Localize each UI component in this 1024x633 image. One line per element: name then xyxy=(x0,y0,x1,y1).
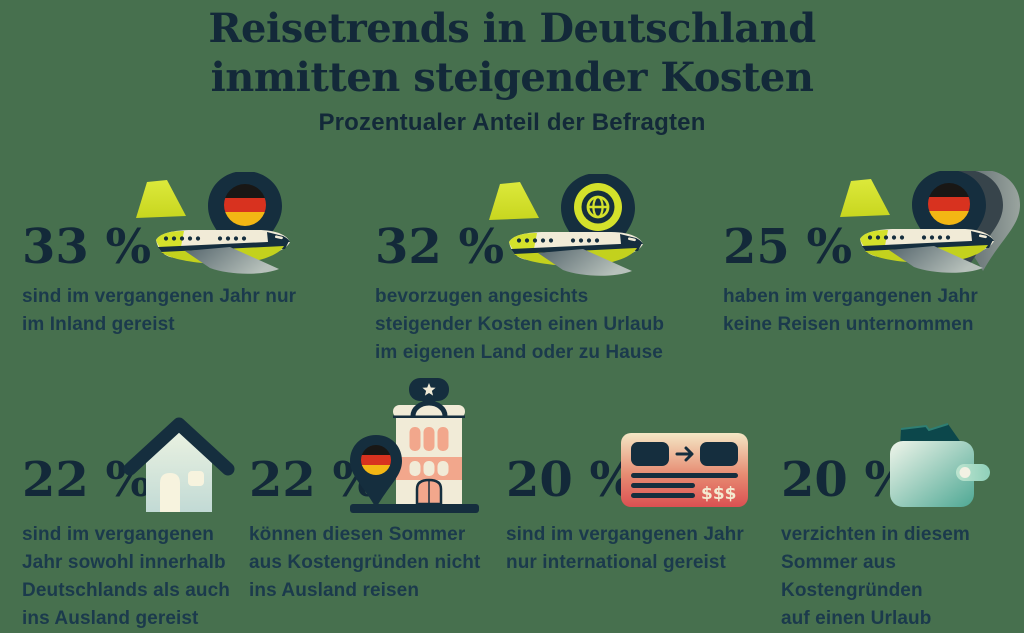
ticket-dollars-label: $$$ xyxy=(701,484,737,504)
airplane-germany-pin-stack-icon xyxy=(840,171,1020,273)
stat-caption-inland-only: sind im vergangenen Jahr nur im Inland ge… xyxy=(22,286,297,335)
stat-caption-no-travel: haben im vergangenen Jahr keine Reisen un… xyxy=(723,286,978,335)
stat-caption-cannot-go-abroad: können diesen Sommer aus Kostengründen ni… xyxy=(249,524,481,601)
airplane-globe-pin-icon xyxy=(489,174,643,276)
page-title-line1: Reisetrends in Deutschland xyxy=(208,5,816,52)
page-subtitle: Prozentualer Anteil der Befragten xyxy=(318,109,706,136)
house-icon xyxy=(123,417,235,512)
stat-caption-domestic-and-abroad: sind im vergangenen Jahr sowohl innerhalb… xyxy=(22,524,231,629)
stat-value-international-only: 20 % xyxy=(506,452,636,508)
stat-value-no-travel: 25 % xyxy=(723,219,853,275)
stat-value-prefer-home: 32 % xyxy=(375,219,505,275)
page-title-line2: inmitten steigender Kosten xyxy=(210,54,814,101)
page-title: Reisetrends in Deutschland inmitten steig… xyxy=(0,4,1024,102)
wallet-icon xyxy=(890,423,990,507)
stat-caption-prefer-home: bevorzugen angesichts steigender Kosten e… xyxy=(375,286,665,363)
airplane-germany-pin-icon xyxy=(136,172,290,274)
stat-caption-skip-vacation: verzichten in diesem Sommer aus Kostengrü… xyxy=(781,524,970,629)
stat-value-skip-vacation: 20 % xyxy=(781,452,911,508)
hotel-germany-pin-icon xyxy=(350,378,479,513)
stat-caption-international-only: sind im vergangenen Jahr nur internationa… xyxy=(506,524,744,573)
ticket-icon: $$$ xyxy=(621,433,748,507)
stat-value-inland-only: 33 % xyxy=(22,219,152,275)
